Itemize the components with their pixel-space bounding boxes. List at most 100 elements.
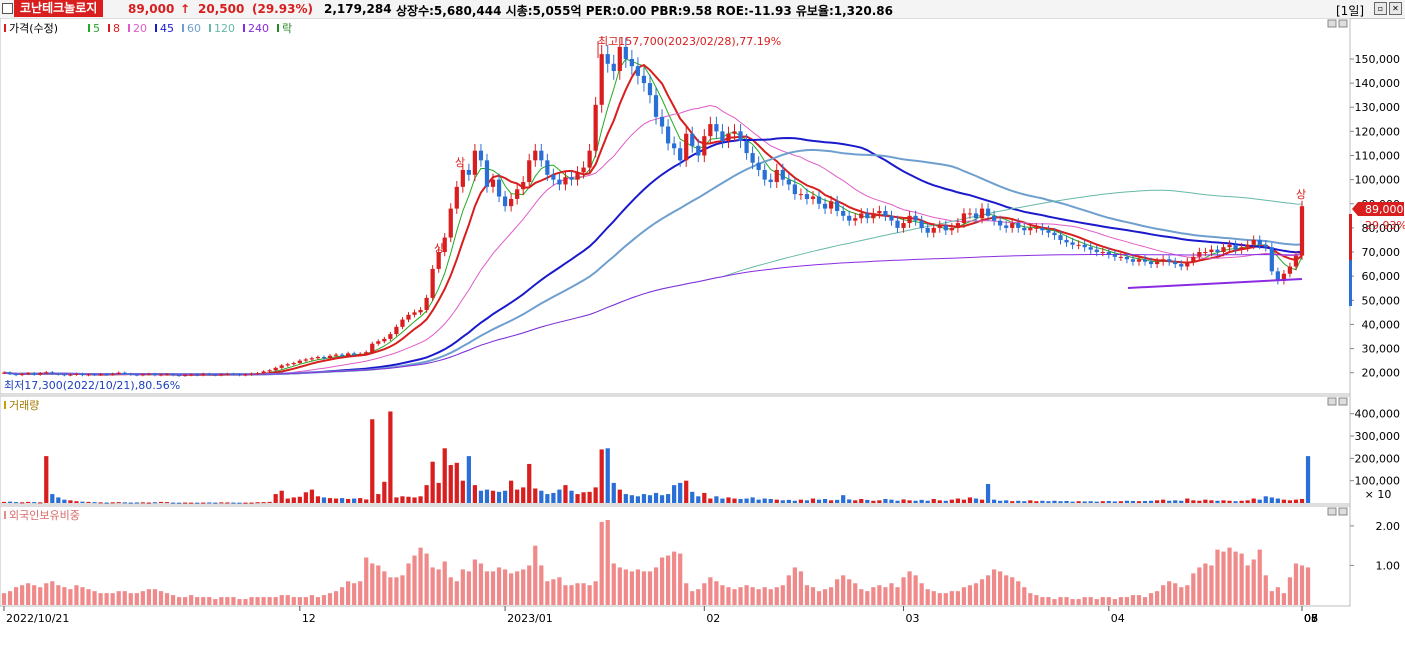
foreign-bar xyxy=(641,571,647,605)
candle-body xyxy=(7,372,13,374)
foreign-bar xyxy=(1130,595,1136,605)
change-up-icon: ↑ xyxy=(180,2,191,16)
foreign-bar xyxy=(442,561,447,605)
candle-body xyxy=(991,215,997,221)
volume-bar xyxy=(937,500,942,503)
candle-body xyxy=(1281,273,1287,281)
foreign-bar xyxy=(50,581,55,605)
volume-bar xyxy=(762,498,767,503)
foreign-bar xyxy=(1058,597,1063,605)
volume-bar xyxy=(828,500,834,503)
price-panel-buttons[interactable] xyxy=(1327,19,1348,28)
foreign-bar xyxy=(919,583,924,605)
candle-body xyxy=(183,375,188,377)
foreign-bar xyxy=(370,563,375,605)
foreign-bar xyxy=(164,593,170,605)
candle-body xyxy=(291,363,296,365)
candle-body xyxy=(68,374,73,376)
foreign-bar xyxy=(412,555,417,605)
volume-bar xyxy=(219,502,224,504)
foreign-bar xyxy=(1016,581,1021,605)
volume-tick-label: 300,000 xyxy=(1355,430,1401,443)
foreign-bar xyxy=(1221,551,1226,605)
volume-bar xyxy=(822,498,828,503)
foreign-bar xyxy=(611,563,616,605)
volume-bar xyxy=(110,502,115,504)
price-tick-label: 80,000 xyxy=(1362,222,1401,235)
limit-up-marker-3: 상 xyxy=(1296,188,1306,201)
candle-body xyxy=(913,215,918,221)
candle-body xyxy=(502,196,508,207)
foreign-bar xyxy=(1293,563,1299,605)
foreign-bar xyxy=(1106,597,1111,605)
volume-bar xyxy=(1094,501,1099,503)
foreign-bar xyxy=(1124,597,1130,605)
volume-bar xyxy=(1173,500,1178,503)
ma-legend-swatch xyxy=(243,24,245,32)
candle-body xyxy=(859,213,864,219)
candle-body xyxy=(798,194,804,196)
candle-body xyxy=(1251,239,1256,245)
volume-bar xyxy=(1287,500,1293,503)
stock-chart[interactable]: 가격(수정) 5 8 20 45 60 120 240 락 거래량 외국인보유비중 20,0… xyxy=(0,18,1405,648)
candle-body xyxy=(1209,249,1214,253)
period-selector[interactable]: [1일] xyxy=(1336,4,1365,18)
volume-bar xyxy=(895,500,900,503)
current-price-tag: 89,000 29.93% xyxy=(1349,202,1405,306)
foreign-bar xyxy=(1287,577,1293,605)
limit-up-marker-2: 상 xyxy=(434,242,444,255)
candle-body xyxy=(1040,227,1045,231)
foreign-bar xyxy=(1275,587,1280,605)
foreign-bar xyxy=(925,589,930,605)
candle-body xyxy=(611,63,616,72)
foreign-panel-buttons[interactable] xyxy=(1327,507,1348,516)
foreign-bar xyxy=(810,587,816,605)
candle-body xyxy=(744,141,749,154)
foreign-bar xyxy=(327,593,333,605)
volume-bar xyxy=(1118,501,1123,503)
foreign-bar xyxy=(418,547,423,605)
volume-bar xyxy=(442,448,447,503)
foreign-bar xyxy=(466,571,471,605)
price-candles xyxy=(1,37,1305,377)
candle-body xyxy=(339,354,345,356)
foreign-bar xyxy=(1154,591,1160,605)
candle-body xyxy=(720,131,725,142)
foreign-bar xyxy=(1173,583,1178,605)
close-icon[interactable]: ✕ xyxy=(1389,2,1402,15)
foreign-bar xyxy=(1161,585,1166,605)
foreign-bar xyxy=(551,579,556,605)
price-tick-label: 130,000 xyxy=(1355,101,1401,114)
candle-body xyxy=(219,374,224,376)
trend-line[interactable] xyxy=(1127,278,1303,289)
volume-panel-buttons[interactable] xyxy=(1327,397,1348,406)
candle-body xyxy=(883,211,888,216)
fall-legend-swatch xyxy=(277,24,279,32)
foreign-bar xyxy=(273,597,278,605)
candle-body xyxy=(780,169,785,180)
foreign-bar xyxy=(472,559,478,605)
candle-body xyxy=(998,220,1003,226)
foreign-bar xyxy=(563,585,568,605)
foreign-tick-label: 2.00 xyxy=(1376,520,1401,533)
volume-bar xyxy=(527,463,532,503)
volume-bar xyxy=(1197,500,1202,503)
restore-icon[interactable]: ▫ xyxy=(1374,2,1387,15)
volume-bar xyxy=(985,484,991,503)
volume-bar xyxy=(1064,500,1069,503)
volume-bar xyxy=(1106,500,1111,503)
foreign-bar xyxy=(672,551,677,605)
candle-body xyxy=(237,374,242,376)
candle-body xyxy=(364,352,369,354)
volume-bar xyxy=(605,448,610,503)
volume-bar xyxy=(400,496,405,503)
volume-bar xyxy=(183,502,188,504)
candle-body xyxy=(358,353,363,355)
select-checkbox[interactable] xyxy=(2,3,13,14)
candle-body xyxy=(490,179,496,187)
volume-bar xyxy=(1233,501,1238,503)
foreign-bar xyxy=(1142,597,1148,605)
stock-name[interactable]: 코난테크놀로지 xyxy=(14,0,104,17)
foreign-bar xyxy=(285,595,290,605)
candle-body xyxy=(943,225,948,231)
